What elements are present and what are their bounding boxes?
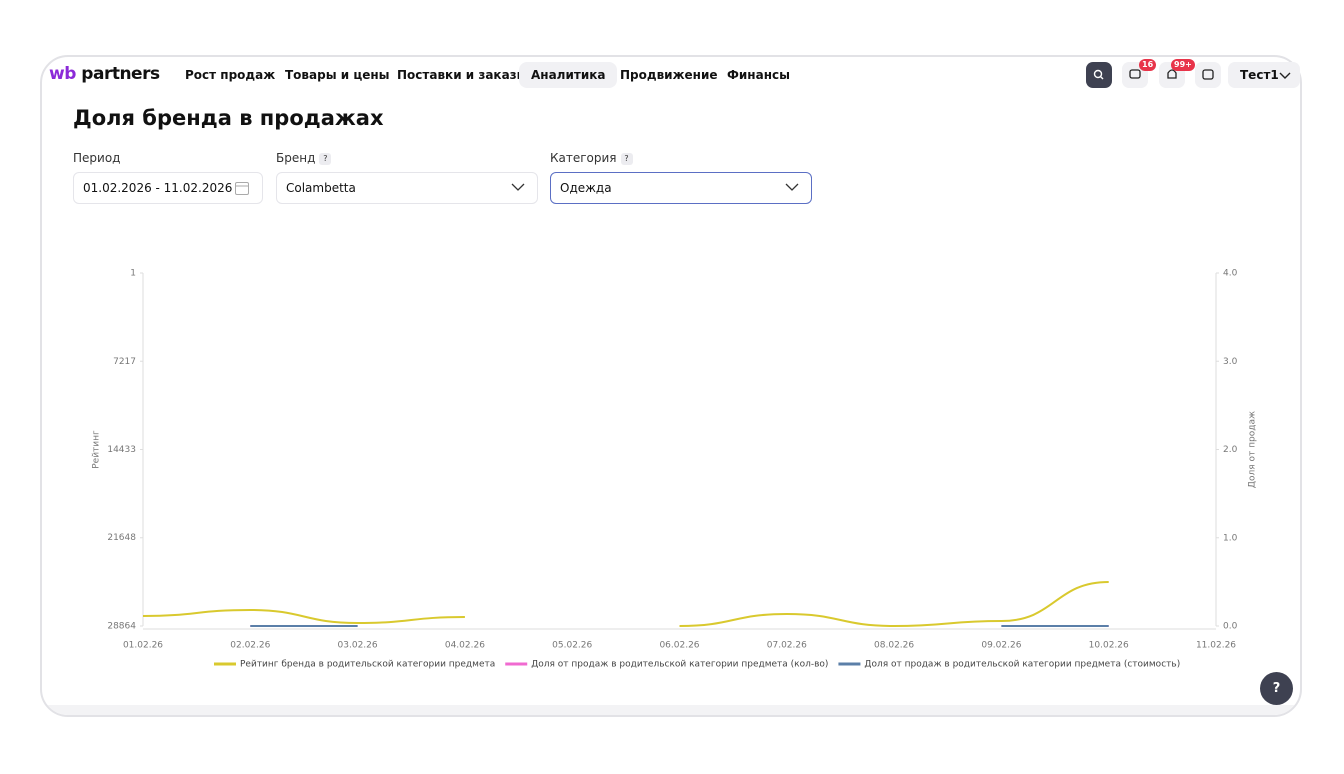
y-tick-label: 21648 <box>107 533 136 543</box>
search-icon <box>1093 69 1104 80</box>
page-title: Доля бренда в продажах <box>73 106 384 130</box>
series-line <box>142 580 1109 628</box>
search-button[interactable] <box>1086 62 1112 88</box>
x-tick-label: 03.02.26 <box>338 641 378 651</box>
x-tick-label: 10.02.26 <box>1089 641 1129 651</box>
filter-label: Период <box>73 151 120 165</box>
x-tick-label: 06.02.26 <box>659 641 699 651</box>
x-tick-label: 07.02.26 <box>767 641 807 651</box>
chevron <box>1279 72 1291 79</box>
nav-item[interactable]: Товары и цены <box>285 68 390 82</box>
label-text: Бренд <box>276 151 316 165</box>
brand-select[interactable]: Colambetta <box>276 172 538 204</box>
hint-icon[interactable]: ? <box>319 153 332 165</box>
label-text: Категория <box>550 151 617 165</box>
hint-icon[interactable]: ? <box>620 153 633 165</box>
filter-label: Бренд? <box>276 151 332 165</box>
chat-badge: 16 <box>1139 59 1157 71</box>
x-tick-label: 11.02.26 <box>1196 641 1236 651</box>
x-tick-label: 08.02.26 <box>874 641 914 651</box>
filter-label: Категория? <box>550 151 633 165</box>
logo-wb: wb <box>49 64 76 84</box>
logo-partners: partners <box>81 64 160 84</box>
y-axis-label: Рейтинг <box>92 430 102 469</box>
chevron <box>785 183 799 191</box>
x-tick-label: 04.02.26 <box>445 641 485 651</box>
y2-tick-label: 3.0 <box>1223 357 1238 367</box>
nav-item[interactable]: Продвижение <box>620 68 718 82</box>
legend-label: Доля от продаж в родительской категории … <box>531 660 828 670</box>
category-select[interactable]: Одежда <box>550 172 812 204</box>
calendar-icon <box>235 182 249 195</box>
x-tick-label: 02.02.26 <box>230 641 270 651</box>
chat-icon <box>1129 69 1141 79</box>
nav-item[interactable]: Рост продаж <box>185 68 276 82</box>
legend-label: Рейтинг бренда в родительской категории … <box>240 660 495 670</box>
bell-icon <box>1167 69 1177 79</box>
legend-label: Доля от продаж в родительской категории … <box>864 660 1180 670</box>
nav-item[interactable]: Поставки и заказы <box>397 68 528 82</box>
y-tick-label: 1 <box>130 269 136 279</box>
x-tick-label: 09.02.26 <box>981 641 1021 651</box>
y-tick-label: 28864 <box>107 622 136 632</box>
y2-tick-label: 4.0 <box>1223 269 1238 279</box>
y-tick-label: 14433 <box>107 445 136 455</box>
user-name: Тест1 <box>1240 68 1279 82</box>
y2-axis-label: Доля от продаж <box>1248 411 1258 488</box>
bell-badge: 99+ <box>1171 59 1195 71</box>
field-value: Одежда <box>560 181 612 195</box>
y2-tick-label: 0.0 <box>1223 622 1238 632</box>
label-text: Период <box>73 151 121 165</box>
field-value: Colambetta <box>286 181 356 195</box>
help-button[interactable]: ? <box>1260 672 1293 705</box>
user-menu[interactable]: Тест1 <box>1228 62 1300 88</box>
date-picker[interactable]: 01.02.2026 - 11.02.2026 <box>73 172 263 204</box>
x-tick-label: 01.02.26 <box>123 641 163 651</box>
logo[interactable]: wb partners <box>49 64 160 84</box>
nav-item[interactable]: Аналитика <box>519 62 618 88</box>
x-tick-label: 05.02.26 <box>552 641 592 651</box>
feedback-button[interactable] <box>1195 62 1221 88</box>
y-tick-label: 7217 <box>113 357 136 367</box>
y2-tick-label: 1.0 <box>1223 533 1238 543</box>
field-value: 01.02.2026 - 11.02.2026 <box>83 181 233 195</box>
y2-tick-label: 2.0 <box>1223 445 1238 455</box>
nav-item[interactable]: Финансы <box>727 68 790 82</box>
app-frame <box>40 55 1302 717</box>
feedback-icon <box>1202 69 1214 80</box>
chevron <box>511 183 525 191</box>
